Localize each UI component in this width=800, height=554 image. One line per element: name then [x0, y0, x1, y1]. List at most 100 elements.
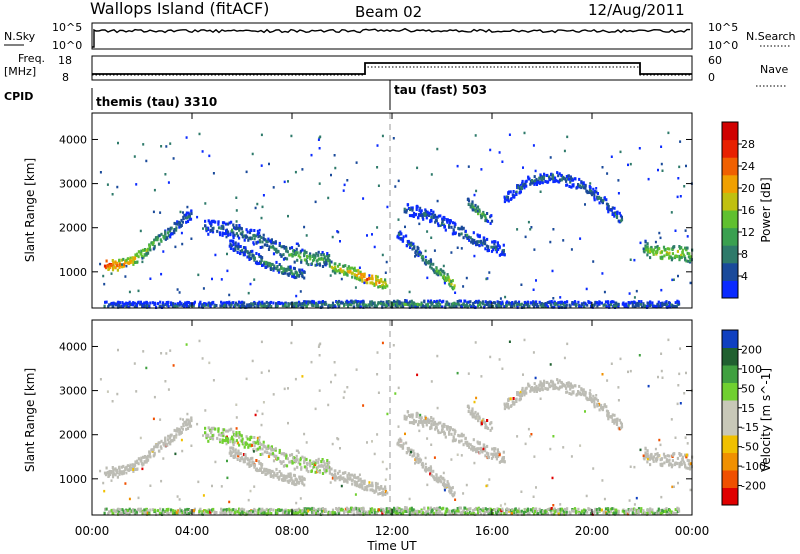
power-cell: [472, 239, 475, 243]
power-cell: [654, 245, 657, 249]
power-cell: [263, 262, 266, 266]
power-cell: [642, 302, 645, 306]
velocity-cell: [147, 458, 150, 462]
power-cell: [301, 268, 304, 272]
power-cell: [657, 302, 660, 306]
velocity-cell: [148, 512, 151, 516]
power-cell: [205, 229, 208, 233]
power-cell: [570, 185, 573, 189]
power-cell: [661, 302, 664, 306]
velocity-cell: [231, 435, 234, 439]
power-cell: [252, 241, 255, 245]
power-cell: [492, 305, 495, 308]
power-cell: [295, 242, 298, 245]
power-cell: [371, 303, 374, 307]
velocity-cell: [448, 432, 451, 436]
velocity-cell: [327, 511, 330, 515]
velocity-cell: [477, 441, 480, 445]
power-cell: [680, 255, 683, 259]
power-cell: [455, 302, 458, 306]
velocity-cell: [574, 384, 577, 388]
power-cell: [675, 254, 678, 258]
velocity-cell: [381, 493, 384, 497]
velocity-cell: [521, 388, 524, 392]
velocity-cell: [361, 509, 364, 513]
velocity-cell: [458, 434, 461, 438]
power-cell: [660, 301, 663, 305]
power-cell: [312, 304, 315, 307]
velocity-cell: [116, 475, 119, 479]
velocity-cell: [393, 508, 396, 512]
velocity-cell: [239, 452, 242, 455]
power-cell: [133, 301, 136, 305]
power-cell: [532, 288, 535, 291]
power-cell: [171, 232, 174, 236]
velocity-cell: [415, 415, 418, 418]
power-cell: [584, 186, 587, 190]
power-cell: [122, 304, 125, 308]
velocity-cell: [216, 436, 219, 440]
power-cell: [357, 272, 360, 276]
velocity-cell: [432, 511, 436, 515]
power-cell: [524, 235, 527, 239]
power-cell: [249, 237, 252, 241]
velocity-cell: [361, 479, 364, 483]
power-cell: [603, 290, 606, 294]
power-cell: [400, 305, 403, 309]
velocity-cell: [664, 455, 667, 458]
power-cell: [307, 302, 310, 306]
power-cell: [229, 233, 232, 237]
power-cell: [180, 231, 183, 235]
power-cell: [410, 301, 413, 305]
velocity-cell: [410, 508, 413, 512]
power-cell: [232, 223, 235, 227]
power-cell: [594, 300, 597, 304]
velocity-cell: [653, 512, 656, 516]
velocity-cell: [418, 420, 421, 424]
power-cell: [402, 235, 405, 239]
velocity-cell: [306, 461, 309, 465]
nave-tick-bottom: 0: [708, 71, 715, 84]
velocity-cell: [290, 453, 294, 457]
power-cell: [104, 266, 108, 270]
power-cell: [413, 246, 416, 250]
velocity-cell: [338, 469, 341, 473]
velocity-cell: [526, 510, 530, 513]
power-cell: [116, 268, 119, 272]
power-cell: [239, 245, 242, 248]
power-cell: [523, 131, 526, 135]
velocity-cell: [222, 434, 225, 438]
velocity-cell: [157, 449, 161, 453]
velocity-cell: [566, 507, 569, 511]
velocity-cell: [166, 443, 169, 447]
power-cell: [529, 228, 532, 231]
power-cell: [605, 202, 609, 206]
power-cell: [237, 227, 240, 230]
power-cell: [235, 220, 238, 223]
velocity-cell: [286, 457, 289, 461]
velocity-cell: [603, 403, 606, 407]
velocity-cell: [444, 512, 447, 516]
power-cell: [136, 252, 139, 256]
velocity-cell: [234, 451, 238, 455]
power-cell: [254, 302, 257, 306]
velocity-cell: [334, 478, 337, 482]
power-cell: [107, 268, 110, 271]
power-cell: [674, 229, 677, 232]
power-cell: [684, 256, 687, 260]
velocity-cell: [405, 441, 408, 445]
velocity-cell: [158, 441, 161, 445]
power-cell: [281, 271, 284, 275]
velocity-cell: [423, 420, 427, 424]
power-cell: [482, 213, 485, 217]
power-cell: [670, 258, 673, 262]
velocity-cell: [257, 442, 260, 446]
power-cell: [526, 305, 530, 309]
velocity-cell: [148, 451, 151, 455]
power-cell: [446, 220, 449, 224]
power-cell: [232, 226, 236, 230]
velocity-cell: [154, 443, 158, 447]
velocity-cell: [506, 507, 509, 511]
velocity-cell: [341, 508, 344, 512]
